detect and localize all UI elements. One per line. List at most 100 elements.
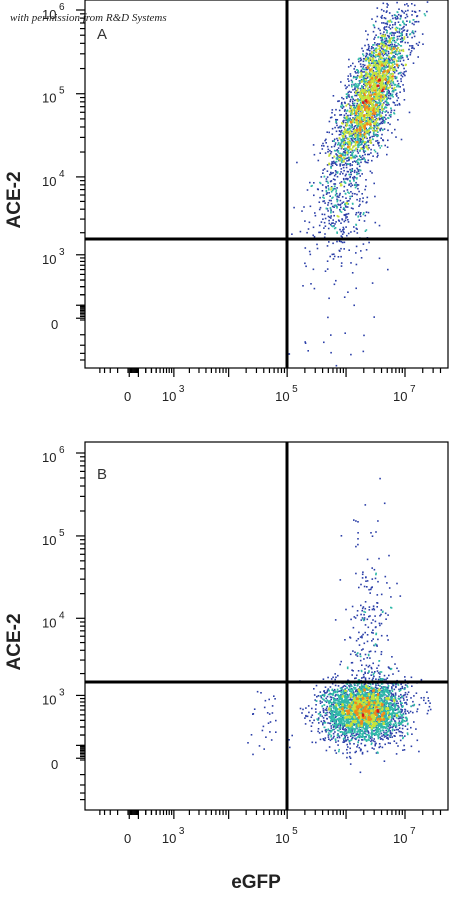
event-dot xyxy=(356,163,359,166)
event-dot xyxy=(339,144,341,147)
event-dot xyxy=(359,87,362,90)
event-dot xyxy=(312,268,315,271)
event-dot xyxy=(392,96,394,98)
event-dot xyxy=(387,689,390,692)
event-dot xyxy=(413,695,415,697)
event-dot xyxy=(373,49,375,52)
event-dot xyxy=(344,148,346,150)
event-dot xyxy=(395,717,398,719)
event-dot xyxy=(368,107,370,110)
event-dot xyxy=(321,148,324,150)
event-dot xyxy=(341,145,343,147)
event-dot xyxy=(339,724,341,727)
event-dot xyxy=(378,144,380,147)
event-dot xyxy=(348,159,350,161)
event-dot xyxy=(353,84,355,87)
event-dot xyxy=(355,144,357,147)
event-dot xyxy=(350,170,352,172)
event-dot xyxy=(342,121,345,124)
event-dot xyxy=(393,71,396,74)
event-dot xyxy=(396,11,399,14)
event-dot xyxy=(380,93,382,96)
event-dot xyxy=(340,168,343,170)
event-dot xyxy=(382,71,385,74)
event-dot xyxy=(348,134,351,136)
event-dot xyxy=(406,719,408,721)
event-dot xyxy=(384,85,387,87)
event-dot xyxy=(361,739,364,741)
event-dot xyxy=(332,242,334,245)
event-dot xyxy=(325,701,328,703)
event-dot xyxy=(341,241,344,244)
event-dot xyxy=(356,674,358,677)
event-dot xyxy=(378,62,381,64)
event-dot xyxy=(383,17,386,19)
event-dot xyxy=(315,741,317,744)
event-dot xyxy=(342,106,345,108)
event-dot xyxy=(332,211,335,213)
event-dot xyxy=(371,282,374,284)
y-tick-label: 10 xyxy=(42,174,56,189)
event-dot xyxy=(398,706,400,709)
event-dot xyxy=(320,720,323,723)
event-dot xyxy=(340,211,343,213)
event-dot xyxy=(372,94,374,96)
event-dot xyxy=(411,31,413,34)
event-dot xyxy=(339,731,342,733)
event-dot xyxy=(379,673,381,675)
event-dot xyxy=(374,60,376,62)
event-dot xyxy=(355,135,357,137)
event-dot xyxy=(331,688,334,691)
event-dot xyxy=(323,694,326,696)
event-dot xyxy=(337,744,339,746)
event-dot xyxy=(366,111,369,113)
event-dot xyxy=(333,155,335,158)
event-dot xyxy=(364,732,366,735)
event-dot xyxy=(368,736,370,739)
event-dot xyxy=(368,89,370,92)
event-dot xyxy=(326,170,329,172)
event-dot xyxy=(353,171,356,174)
event-dot xyxy=(364,124,367,126)
event-dot xyxy=(391,31,393,34)
event-dot xyxy=(354,91,356,94)
event-dot xyxy=(372,662,374,665)
event-dot xyxy=(365,664,368,667)
event-dot xyxy=(382,129,384,131)
event-dot xyxy=(352,76,355,79)
event-dot xyxy=(378,73,380,75)
event-dot xyxy=(355,737,358,739)
event-dot xyxy=(339,690,341,692)
event-dot xyxy=(391,84,393,87)
event-dot xyxy=(377,109,380,111)
event-dot xyxy=(347,75,350,77)
event-dot xyxy=(372,44,374,46)
event-dot xyxy=(362,63,364,66)
event-dot xyxy=(370,73,372,76)
event-dot xyxy=(371,60,373,63)
event-dot xyxy=(362,66,365,68)
event-dot xyxy=(373,119,375,121)
event-dot xyxy=(378,78,380,81)
event-dot xyxy=(386,22,388,25)
event-dot xyxy=(326,164,329,166)
event-dot xyxy=(313,194,315,197)
event-dot xyxy=(349,637,352,639)
event-dot xyxy=(384,40,387,42)
event-dot xyxy=(369,122,372,125)
event-dot xyxy=(385,729,387,732)
event-dot xyxy=(388,554,390,557)
event-dot xyxy=(344,203,346,205)
event-dot xyxy=(350,79,353,82)
event-dot xyxy=(375,87,377,90)
event-dot xyxy=(385,110,388,112)
event-dot xyxy=(367,119,369,122)
event-dot xyxy=(359,215,362,218)
event-dot xyxy=(393,102,396,104)
event-dot xyxy=(350,112,353,114)
event-dot xyxy=(350,148,353,151)
event-dot xyxy=(314,212,316,214)
event-dot xyxy=(380,634,383,637)
event-dot xyxy=(401,75,404,78)
event-dot xyxy=(365,59,368,62)
